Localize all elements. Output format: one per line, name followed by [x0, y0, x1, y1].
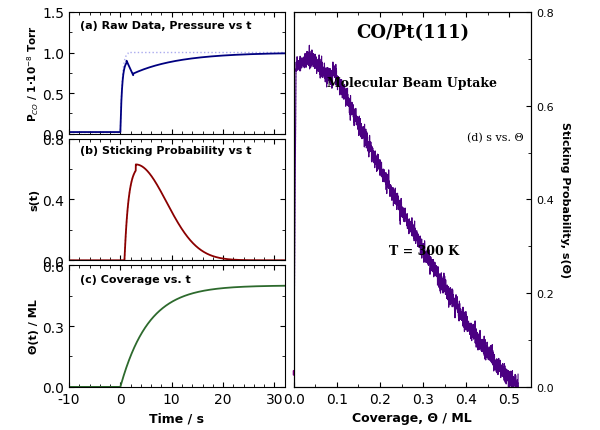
Text: (d) s vs. Θ: (d) s vs. Θ [467, 132, 524, 143]
Text: T = 300 K: T = 300 K [389, 245, 459, 258]
Y-axis label: Sticking Probability, s(Θ): Sticking Probability, s(Θ) [560, 122, 570, 278]
Text: (a) Raw Data, Pressure vs t: (a) Raw Data, Pressure vs t [80, 22, 251, 31]
Y-axis label: Θ(t) / ML: Θ(t) / ML [29, 299, 40, 353]
Text: (b) Sticking Probability vs t: (b) Sticking Probability vs t [80, 145, 251, 155]
X-axis label: Coverage, Θ / ML: Coverage, Θ / ML [352, 412, 472, 424]
Y-axis label: P$_{CO}$ / 1·10$^{-8}$ Torr: P$_{CO}$ / 1·10$^{-8}$ Torr [25, 25, 41, 122]
Y-axis label: s(t): s(t) [29, 189, 40, 211]
Text: CO/Pt(111): CO/Pt(111) [356, 24, 469, 42]
Text: Molecular Beam Uptake: Molecular Beam Uptake [328, 77, 497, 89]
X-axis label: Time / s: Time / s [149, 412, 205, 424]
Text: (c) Coverage vs. t: (c) Coverage vs. t [80, 274, 191, 284]
